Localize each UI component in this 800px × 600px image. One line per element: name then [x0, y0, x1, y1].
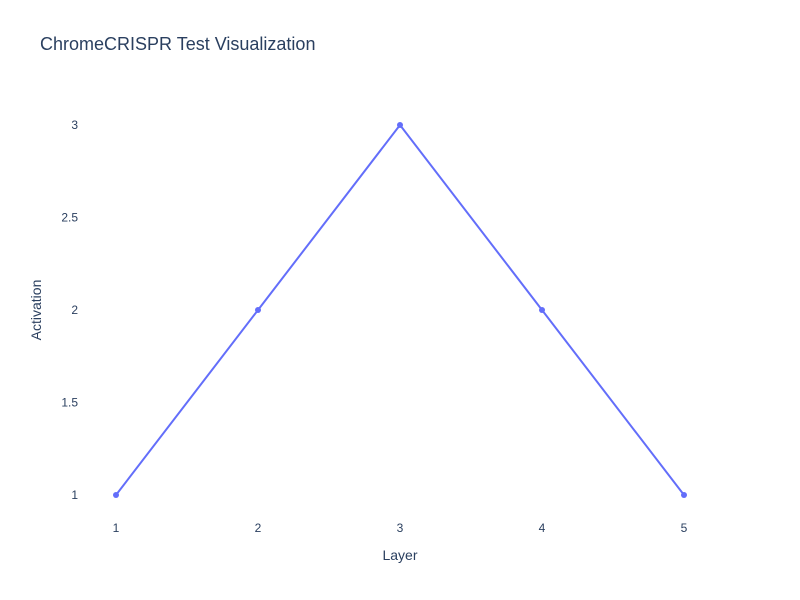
- x-tick-label: 2: [255, 521, 262, 535]
- x-tick-label: 1: [113, 521, 120, 535]
- x-axis-title: Layer: [382, 547, 417, 563]
- data-point-marker[interactable]: [397, 122, 403, 128]
- y-axis-title: Activation: [28, 280, 44, 341]
- data-point-marker[interactable]: [681, 492, 687, 498]
- x-tick-label: 5: [681, 521, 688, 535]
- data-point-marker[interactable]: [255, 307, 261, 313]
- x-tick-label: 3: [397, 521, 404, 535]
- y-tick-label: 2: [71, 303, 78, 317]
- data-point-marker[interactable]: [539, 307, 545, 313]
- y-axis-tick-labels: 1 1.5 2 2.5 3: [61, 118, 78, 502]
- y-tick-label: 2.5: [61, 211, 78, 225]
- y-tick-label: 3: [71, 118, 78, 132]
- chart-title: ChromeCRISPR Test Visualization: [40, 34, 315, 54]
- y-tick-label: 1: [71, 488, 78, 502]
- x-tick-label: 4: [539, 521, 546, 535]
- series-line: [115, 124, 685, 496]
- y-tick-label: 1.5: [61, 396, 78, 410]
- series-layer: [113, 122, 687, 498]
- data-point-marker[interactable]: [113, 492, 119, 498]
- x-axis-tick-labels: 1 2 3 4 5: [113, 521, 688, 535]
